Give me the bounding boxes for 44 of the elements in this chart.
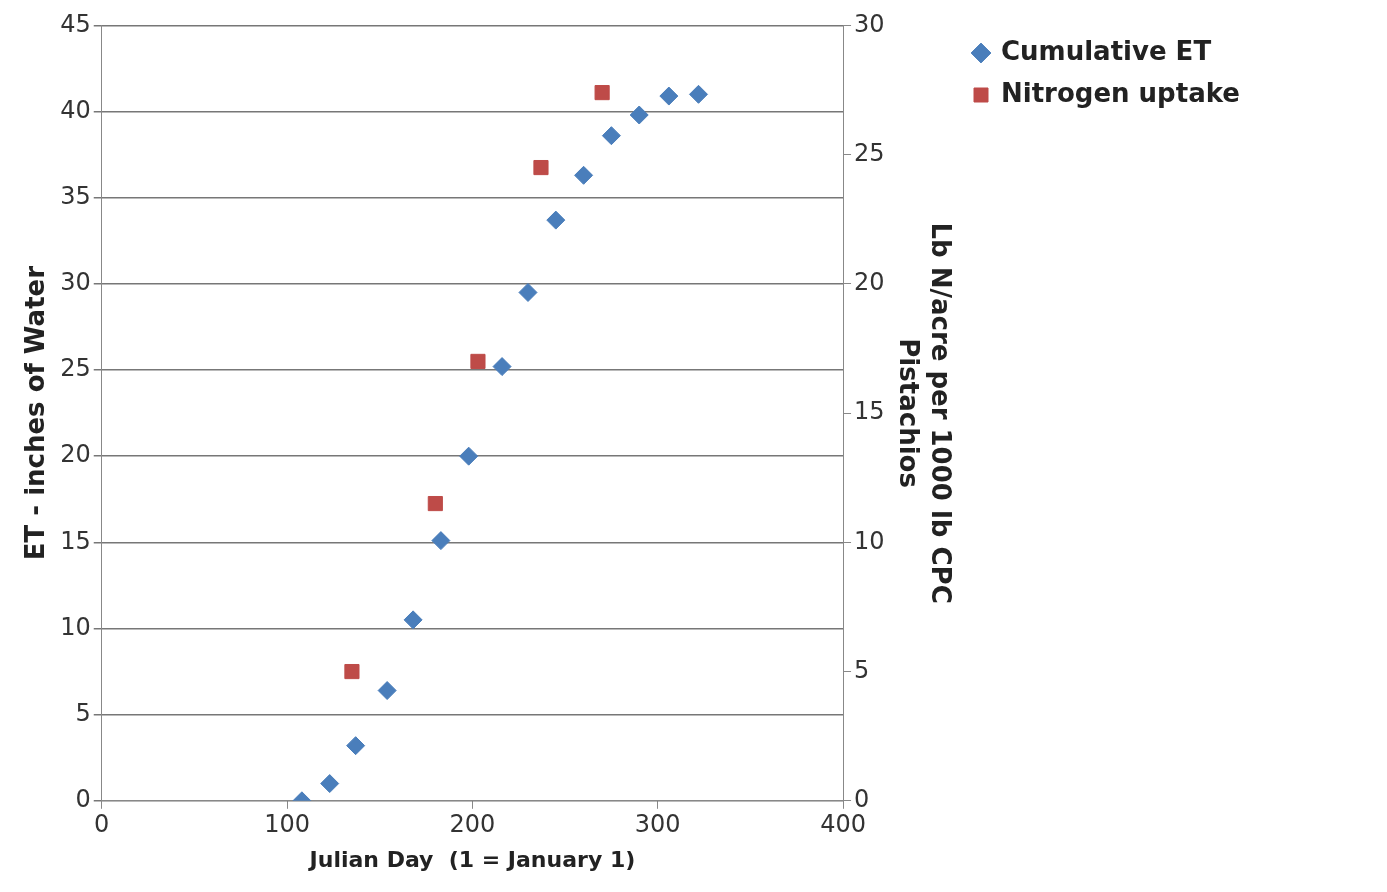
point (689, 84, 708, 104)
point (427, 495, 443, 512)
x-tick-label: 300 (634, 810, 681, 839)
point (459, 446, 479, 466)
point (518, 282, 538, 302)
y-tick-label: 15 (60, 526, 91, 555)
y-tick-label: 35 (60, 181, 91, 210)
point (594, 85, 610, 101)
point (431, 531, 451, 551)
point (659, 86, 679, 106)
x-tick-label: 0 (94, 810, 110, 839)
y-tick-label: 0 (75, 785, 91, 814)
x-tick-label: 200 (449, 810, 496, 839)
y-tick-label: 10 (60, 612, 91, 641)
y2-tick-label: 25 (854, 138, 885, 167)
point (344, 664, 360, 680)
point (546, 210, 566, 230)
point (320, 774, 340, 794)
point (492, 357, 512, 377)
y2-tick-label: 5 (854, 655, 870, 684)
y-tick-label: 45 (60, 9, 91, 38)
x-tick-label: 100 (264, 810, 310, 839)
point (601, 126, 621, 146)
y-tick-label: 25 (60, 354, 91, 383)
point (346, 736, 366, 756)
y2-tick-label: 20 (854, 268, 885, 297)
point (533, 159, 549, 176)
y2-axis-title: Lb N/acre per 1000 lb CPC Pistachios (894, 222, 956, 604)
x-axis-title: Julian Day (1 = January 1) (307, 846, 636, 872)
legend-label: Cumulative ET (1001, 35, 1212, 66)
point (629, 105, 649, 125)
y-tick-label: 5 (75, 698, 91, 727)
y-axis-title: ET - inches of Water (20, 265, 51, 561)
y-tick-label: 30 (60, 268, 91, 297)
y-tick-label: 20 (60, 440, 91, 469)
point (377, 681, 397, 701)
y2-tick-label: 15 (854, 397, 885, 426)
point (470, 353, 486, 369)
y2-tick-label: 10 (854, 526, 885, 555)
point (574, 165, 594, 185)
y-tick-label: 40 (60, 95, 91, 124)
point (403, 610, 423, 630)
legend-label: Nitrogen uptake (1001, 77, 1240, 108)
y2-tick-label: 30 (854, 9, 885, 38)
